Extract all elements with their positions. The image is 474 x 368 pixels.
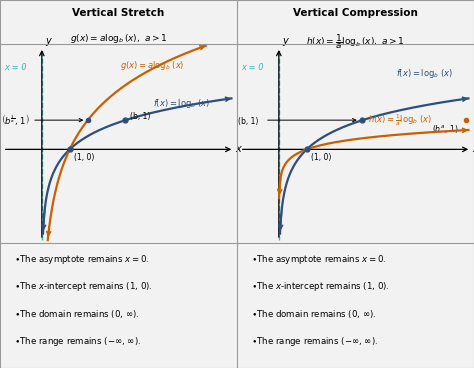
- Text: y: y: [45, 36, 51, 46]
- Text: x: x: [472, 144, 474, 154]
- Text: $f(x) = \log_b\,(x)$: $f(x) = \log_b\,(x)$: [154, 96, 210, 110]
- Text: (b, 1): (b, 1): [130, 112, 150, 121]
- Text: $h(x) = \frac{1}{a}\log_b\,(x)$: $h(x) = \frac{1}{a}\log_b\,(x)$: [368, 113, 432, 128]
- Text: $\bullet$The $x$-intercept remains (1, 0).: $\bullet$The $x$-intercept remains (1, 0…: [14, 280, 153, 293]
- Text: $\bullet$The domain remains (0, $\infty$).: $\bullet$The domain remains (0, $\infty$…: [14, 308, 140, 320]
- Text: $\bullet$The asymptote remains $x = 0$.: $\bullet$The asymptote remains $x = 0$.: [14, 253, 150, 266]
- Text: Vertical Compression: Vertical Compression: [293, 8, 418, 18]
- Text: $g(x) = a\log_b\,(x)$: $g(x) = a\log_b\,(x)$: [120, 59, 184, 71]
- Text: x = 0: x = 0: [4, 63, 27, 72]
- Text: $\bullet$The domain remains (0, $\infty$).: $\bullet$The domain remains (0, $\infty$…: [251, 308, 377, 320]
- Text: $(b^a,\,1)$: $(b^a,\,1)$: [432, 123, 458, 135]
- Text: $\bullet$The range remains ($-\infty$, $\infty$).: $\bullet$The range remains ($-\infty$, $…: [251, 336, 378, 348]
- Text: $g(x) = a\log_b(x),\ a > 1$: $g(x) = a\log_b(x),\ a > 1$: [70, 32, 167, 45]
- Text: (1, 0): (1, 0): [311, 153, 331, 162]
- Text: x: x: [235, 144, 240, 154]
- Text: $f(x) = \log_b\,(x)$: $f(x) = \log_b\,(x)$: [396, 67, 453, 80]
- Text: $\bullet$The range remains ($-\infty$, $\infty$).: $\bullet$The range remains ($-\infty$, $…: [14, 336, 141, 348]
- Text: y: y: [282, 36, 288, 46]
- Text: $\bullet$The asymptote remains $x = 0$.: $\bullet$The asymptote remains $x = 0$.: [251, 253, 387, 266]
- Text: $\left(b^{\frac{1}{a}},\,1\right)$: $\left(b^{\frac{1}{a}},\,1\right)$: [1, 112, 30, 127]
- Text: Vertical Stretch: Vertical Stretch: [73, 8, 164, 18]
- Text: (b, 1): (b, 1): [238, 117, 259, 125]
- Text: $\bullet$The $x$-intercept remains (1, 0).: $\bullet$The $x$-intercept remains (1, 0…: [251, 280, 390, 293]
- Text: x = 0: x = 0: [241, 63, 264, 72]
- Text: $h(x) = \dfrac{1}{a}\log_b(x),\ a > 1$: $h(x) = \dfrac{1}{a}\log_b(x),\ a > 1$: [306, 32, 405, 51]
- Text: (1, 0): (1, 0): [74, 153, 94, 162]
